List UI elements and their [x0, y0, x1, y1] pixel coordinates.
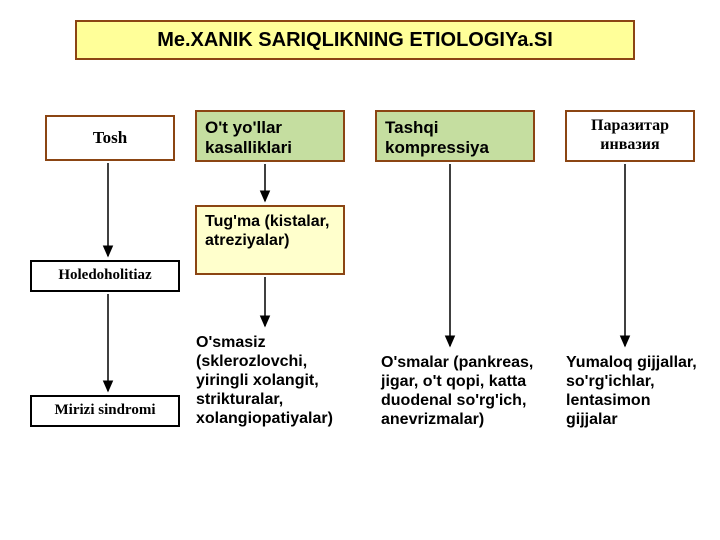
title-text: Me.XANIK SARIQLIKNING ETIOLOGIYa.SI [157, 29, 553, 52]
detail-yumaloq: Yumaloq gijjallar, so'rg'ichlar, lentasi… [560, 350, 710, 470]
node-tashqi-text: Tashqi kompressiya [385, 118, 489, 157]
detail-osmalar: O'smalar (pankreas, jigar, o't qopi, kat… [375, 350, 545, 490]
node-tashqi: Tashqi kompressiya [375, 110, 535, 162]
detail-osmasiz: O'smasiz (sklerozlovchi, yiringli xolang… [190, 330, 355, 490]
node-tugma-text: Tug'ma (kistalar, atreziyalar) [205, 213, 329, 249]
node-parazitar: Паразитар инвазия [565, 110, 695, 162]
node-holedo-text: Holedoholitiaz [58, 267, 151, 285]
detail-yumaloq-text: Yumaloq gijjallar, so'rg'ichlar, lentasi… [566, 354, 697, 428]
node-mirizi: Mirizi sindromi [30, 395, 180, 427]
node-mirizi-text: Mirizi sindromi [55, 402, 156, 420]
node-tosh: Tosh [45, 115, 175, 161]
detail-osmalar-text: O'smalar (pankreas, jigar, o't qopi, kat… [381, 354, 533, 428]
node-ot-text: O't yo'llar kasalliklari [205, 118, 292, 157]
node-tosh-text: Tosh [93, 128, 127, 148]
node-holedoholitiaz: Holedoholitiaz [30, 260, 180, 292]
title-box: Me.XANIK SARIQLIKNING ETIOLOGIYa.SI [75, 20, 635, 60]
node-paraz-text: Паразитар инвазия [575, 117, 685, 155]
detail-osmasiz-text: O'smasiz (sklerozlovchi, yiringli xolang… [196, 334, 333, 427]
node-ot-yollar: O't yo'llar kasalliklari [195, 110, 345, 162]
node-tugma: Tug'ma (kistalar, atreziyalar) [195, 205, 345, 275]
